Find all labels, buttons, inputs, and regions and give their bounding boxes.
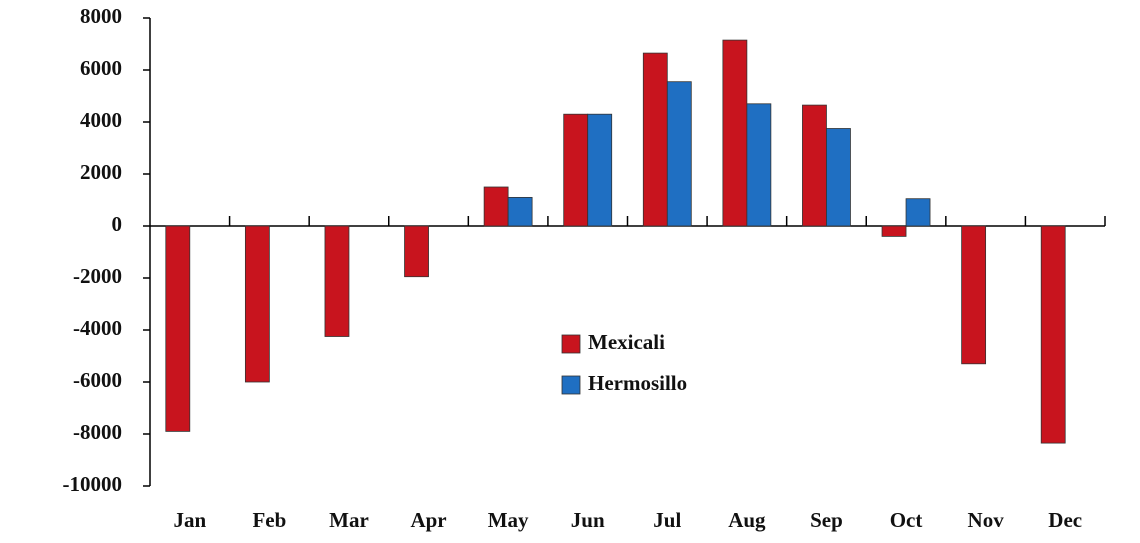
bar [483, 186, 509, 227]
bar [826, 128, 851, 227]
bar [881, 225, 907, 237]
x-tick-label: Mar [329, 508, 369, 532]
y-tick-label: -4000 [73, 316, 122, 340]
x-tick-label: Sep [810, 508, 843, 532]
x-tick-label: Jul [653, 508, 681, 532]
bar [244, 225, 270, 383]
legend-label: Hermosillo [588, 371, 687, 395]
y-tick-label: 2000 [80, 160, 122, 184]
bar [507, 196, 533, 227]
y-tick-label: -6000 [73, 368, 122, 392]
bar [802, 104, 827, 227]
legend-swatch [561, 375, 581, 395]
x-tick-label: Jan [173, 508, 206, 532]
y-tick-label: 8000 [80, 4, 122, 28]
x-tick-label: Nov [968, 508, 1005, 532]
x-tick-label: Dec [1048, 508, 1082, 532]
bar [722, 39, 748, 227]
bar [563, 113, 589, 227]
x-tick-label: Oct [890, 508, 923, 532]
bar [746, 103, 772, 227]
x-tick-label: Jun [571, 508, 605, 532]
y-tick-label: -2000 [73, 264, 122, 288]
y-tick-label: -10000 [63, 472, 123, 496]
bar [1040, 225, 1066, 444]
bar [165, 225, 191, 432]
bar [642, 52, 668, 227]
x-tick-label: Feb [252, 508, 286, 532]
bar [961, 225, 987, 365]
legend-label: Mexicali [588, 330, 665, 354]
y-tick-label: -8000 [73, 420, 122, 444]
x-tick-label: Apr [410, 508, 446, 532]
bar [404, 225, 429, 278]
y-tick-label: 0 [112, 212, 123, 236]
y-tick-label: 4000 [80, 108, 122, 132]
x-tick-label: Aug [728, 508, 766, 532]
legend-swatch [561, 334, 581, 354]
bar [324, 225, 350, 337]
y-tick-label: 6000 [80, 56, 122, 80]
bar [587, 113, 613, 227]
x-tick-label: May [488, 508, 529, 532]
bar [905, 198, 931, 227]
bar [666, 81, 692, 227]
